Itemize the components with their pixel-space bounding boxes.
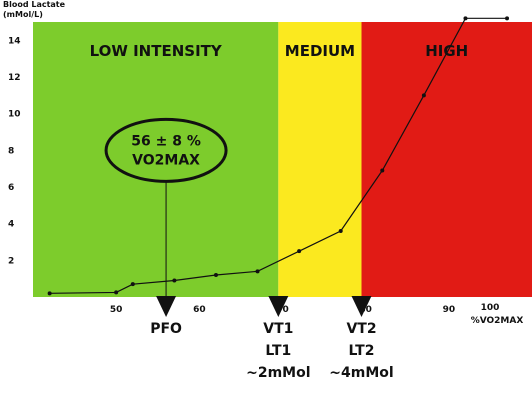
axes: Blood Lactate (mMol/L) %VO2MAX 2 4 6 8 10 12 1…	[3, 0, 523, 326]
annotation-value: 56 ± 8 %	[131, 133, 201, 149]
y-tick-label: 14	[8, 36, 21, 46]
marker-label-1-0: VT1	[263, 321, 293, 337]
data-point	[213, 273, 218, 277]
zone-2	[361, 22, 532, 297]
intensity-zones: LOW INTENSITY MEDIUM HIGH	[33, 22, 532, 297]
x-tick-label: 90	[443, 305, 456, 315]
x-tick-label: 60	[193, 305, 206, 315]
threshold-markers: PFO VT1 LT1 ~2mMol VT2 LT2 ~4mMol	[150, 296, 394, 381]
data-point	[172, 278, 177, 283]
marker-arrow-0	[156, 296, 177, 317]
data-point	[421, 93, 426, 98]
zone-0	[33, 22, 279, 297]
data-point	[255, 269, 260, 274]
x-axis-label: %VO2MAX	[471, 316, 524, 326]
marker-label-2-0: VT2	[346, 321, 376, 337]
data-point	[338, 229, 343, 233]
y-axis-label-line1: Blood Lactate	[3, 0, 66, 9]
data-point	[463, 16, 468, 21]
marker-arrow-2	[351, 296, 372, 317]
y-tick-label: 4	[8, 220, 14, 230]
y-tick-label: 12	[8, 73, 21, 83]
zone-label-0: LOW INTENSITY	[90, 42, 223, 60]
y-tick-label: 2	[8, 256, 14, 266]
data-point	[47, 291, 52, 296]
zone-label-2: HIGH	[425, 42, 468, 60]
data-point	[380, 168, 385, 173]
marker-label-2-1: LT2	[349, 343, 375, 359]
data-point	[130, 282, 135, 287]
annotation-unit: VO2MAX	[132, 152, 200, 168]
annotation-ellipse	[104, 117, 228, 183]
y-tick-label: 10	[8, 110, 21, 120]
series-line-0	[49, 17, 508, 294]
x-tick-label: 70	[276, 305, 289, 315]
vo2max-annotation: 56 ± 8 % VO2MAX	[104, 117, 228, 307]
marker-arrow-1	[268, 296, 289, 317]
marker-label-2-2: ~4mMol	[329, 365, 393, 381]
marker-label-1-1: LT1	[265, 343, 291, 359]
data-point	[297, 249, 302, 254]
zone-1	[278, 22, 362, 297]
x-tick-label: 50	[110, 305, 123, 315]
y-tick-label: 6	[8, 183, 14, 193]
marker-label-1-2: ~2mMol	[246, 365, 310, 381]
x-tick-label: 100	[481, 303, 500, 313]
x-tick-label: 80	[359, 305, 372, 315]
zone-label-1: MEDIUM	[285, 42, 355, 60]
y-tick-label: 8	[8, 146, 14, 156]
data-point	[114, 290, 119, 295]
y-axis-label-line2: (mMol/L)	[3, 10, 43, 19]
lactate-curve	[47, 16, 510, 296]
marker-label-0-0: PFO	[150, 321, 182, 337]
data-point	[505, 16, 510, 21]
